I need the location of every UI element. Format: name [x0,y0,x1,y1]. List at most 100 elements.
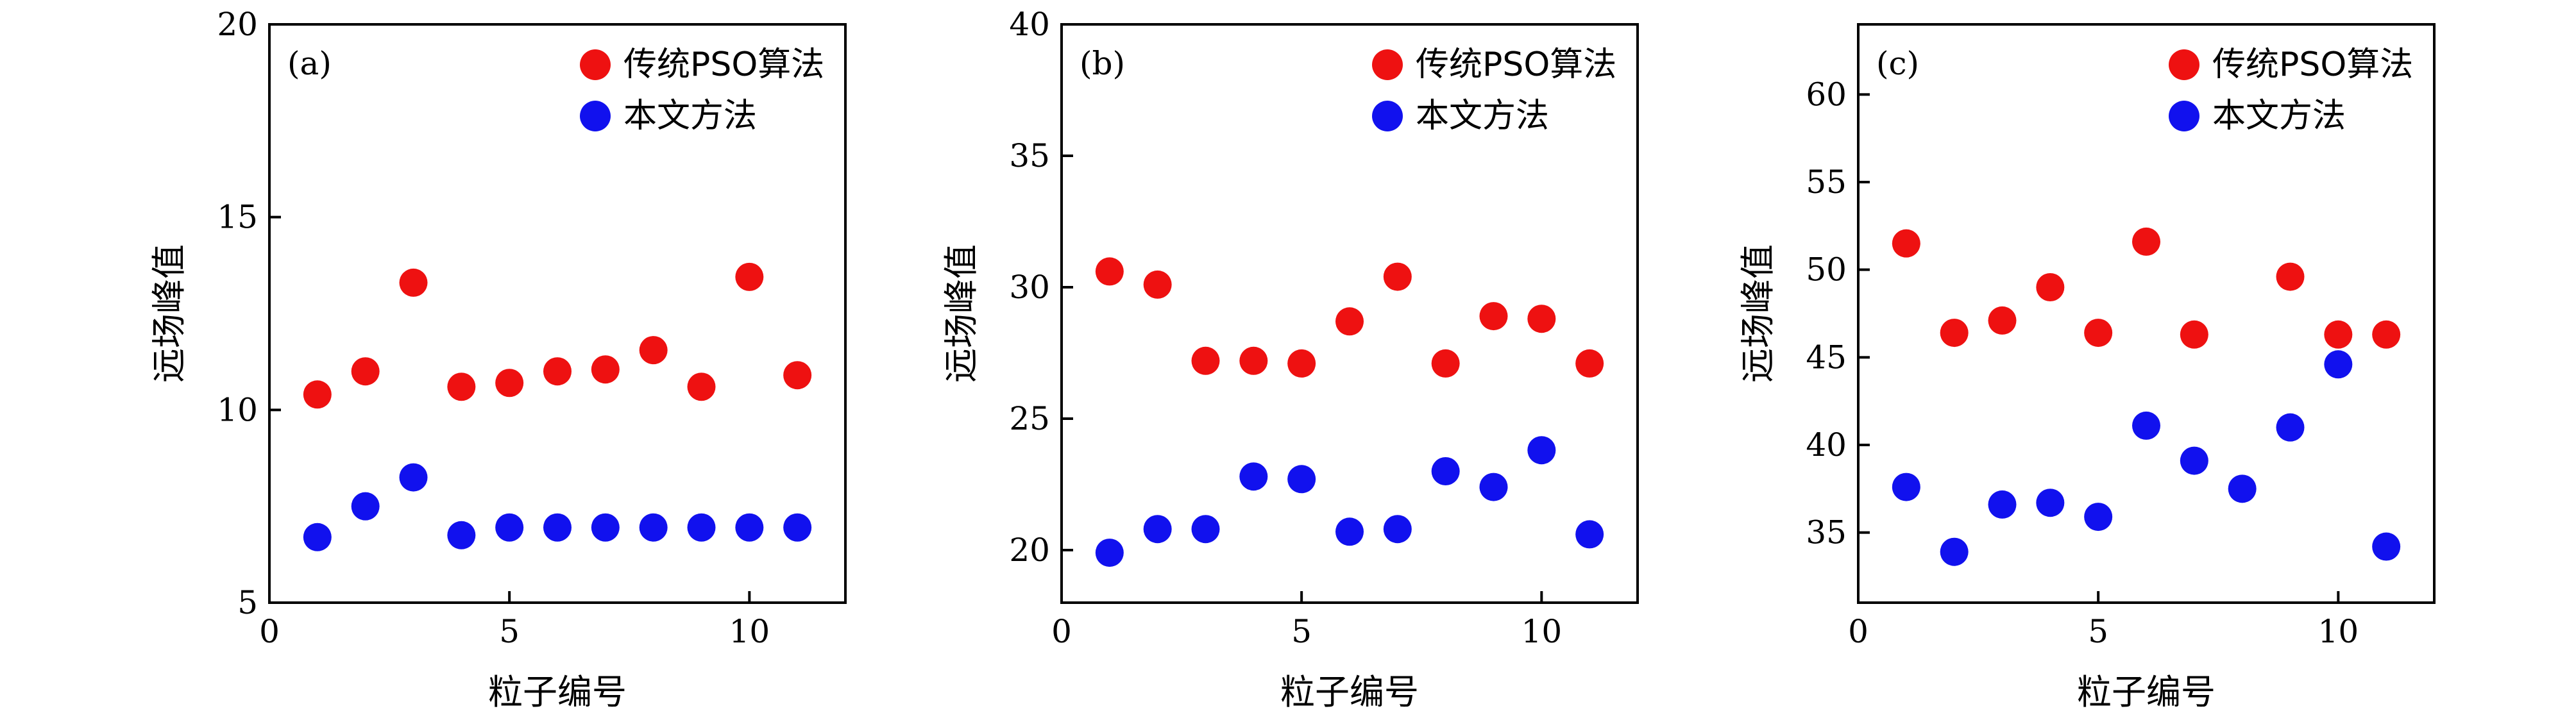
y-tick-label: 35 [1806,514,1847,551]
data-point [2036,273,2065,301]
y-tick-label: 50 [1806,251,1847,289]
legend-marker [1372,49,1403,80]
legend-label: 传统PSO算法 [1416,46,1616,84]
y-tick-label: 5 [237,584,258,621]
data-point [1143,270,1172,299]
data-point [1479,473,1508,501]
data-point [639,513,668,542]
data-point [2276,413,2305,442]
panel-label: (a) [287,45,332,82]
data-point [2180,320,2208,349]
data-point [1479,302,1508,331]
data-point [591,513,620,542]
data-point [1383,262,1412,291]
data-point [1287,349,1316,378]
data-point [399,268,428,297]
data-point [1892,229,1920,258]
data-point [1191,346,1220,375]
y-tick-label: 35 [1009,137,1050,174]
legend-marker [1372,101,1403,131]
data-point [1095,257,1124,286]
legend-label: 本文方法 [2212,97,2346,135]
data-point [1239,346,1268,375]
data-point [351,492,380,521]
data-point [2084,503,2113,532]
data-point [1575,520,1604,549]
data-point [687,513,716,542]
x-tick-label: 5 [1291,613,1312,650]
data-point [2372,320,2401,349]
x-tick-label: 10 [1521,613,1563,650]
data-point [1335,307,1364,336]
y-tick-label: 20 [1009,532,1050,569]
x-axis-label: 粒子编号 [488,672,627,712]
data-point [1239,462,1268,491]
x-tick-label: 10 [729,613,770,650]
data-point [2036,489,2065,517]
legend-marker [580,49,611,80]
y-tick-label: 40 [1806,426,1847,464]
data-point [783,513,812,542]
plot-frame [1857,23,2436,604]
legend-label: 本文方法 [1416,97,1549,135]
data-point [1335,517,1364,546]
data-point [2324,350,2353,379]
data-point [543,357,572,386]
legend-marker [2169,101,2199,131]
data-point [447,373,476,401]
x-tick-label: 0 [1051,613,1072,650]
data-point [2372,532,2401,561]
data-point [1892,473,1920,501]
legend-marker [580,101,611,131]
data-point [495,513,524,542]
data-point [1988,490,2017,519]
x-axis-label: 粒子编号 [2077,672,2216,712]
data-point [735,513,764,542]
data-point [1940,537,1969,566]
x-axis-label: 粒子编号 [1280,672,1419,712]
plot-frame [1060,23,1639,604]
data-point [1383,515,1412,544]
data-point [591,355,620,384]
x-tick-label: 10 [2318,613,2359,650]
data-point [1143,515,1172,544]
data-point [735,262,764,291]
data-point [1527,305,1556,333]
x-tick-label: 5 [2088,613,2108,650]
data-point [1431,457,1460,485]
data-point [1287,465,1316,494]
data-point [2084,319,2113,347]
data-point [1575,349,1604,378]
y-axis-label: 远场峰值 [941,244,981,383]
y-tick-label: 45 [1806,339,1847,376]
x-tick-label: 5 [499,613,520,650]
data-point [1095,539,1124,567]
data-point [1940,319,1969,347]
legend-label: 本文方法 [623,97,757,135]
data-point [399,463,428,492]
y-tick-label: 10 [217,391,258,428]
panel-label: (b) [1080,45,1125,82]
y-axis-label: 远场峰值 [149,244,189,383]
x-tick-label: 0 [259,613,280,650]
data-point [2324,320,2353,349]
data-point [303,523,332,551]
data-point [351,357,380,386]
legend-marker [2169,49,2199,80]
legend-label: 传统PSO算法 [623,46,824,84]
data-point [687,373,716,401]
data-point [2180,446,2208,475]
y-tick-label: 20 [217,6,258,43]
data-point [2228,474,2257,503]
data-point [2132,227,2160,256]
data-point [1988,306,2017,335]
y-axis-label: 远场峰值 [1738,244,1778,383]
legend-label: 传统PSO算法 [2212,46,2413,84]
y-tick-label: 40 [1009,6,1050,43]
y-tick-label: 25 [1009,400,1050,437]
data-point [1191,515,1220,544]
